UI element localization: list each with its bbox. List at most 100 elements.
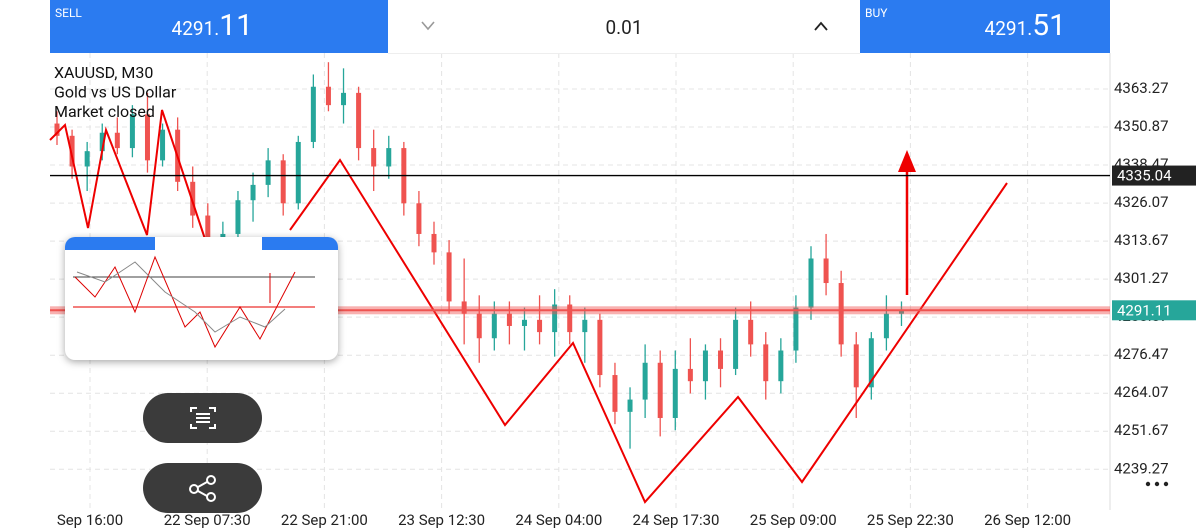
x-tick-label: 26 Sep 12:00: [984, 511, 1071, 529]
candle-body: [250, 184, 256, 201]
y-tick-label: 4264.07: [1114, 383, 1169, 401]
candle-body: [853, 344, 859, 388]
symbol-info: XAUUSD, M30: [54, 63, 153, 82]
candle-body: [838, 283, 844, 345]
candle-body: [341, 92, 347, 106]
candle-body: [114, 132, 120, 149]
y-tick-label: 4301.27: [1114, 269, 1169, 287]
y-tick-label: 4251.67: [1114, 421, 1169, 439]
candle-body: [325, 86, 331, 106]
candle-body: [310, 86, 316, 142]
candle-body: [446, 252, 452, 302]
y-tick-label: 4363.27: [1114, 79, 1169, 97]
candle-body: [356, 92, 362, 149]
candle-body: [461, 301, 467, 314]
sell-price-pips: 11: [219, 8, 253, 43]
candle-body: [476, 313, 482, 339]
candle-body: [69, 135, 75, 167]
candle-body: [295, 141, 301, 204]
candle-body: [386, 148, 392, 167]
sell-button[interactable]: SELL 4291.11: [50, 0, 388, 53]
candle-body: [129, 114, 135, 149]
y-tick-label: 4276.47: [1114, 345, 1169, 363]
candle-body: [537, 319, 543, 333]
share-button[interactable]: [143, 463, 262, 513]
price-tag-label: 4291.11: [1117, 301, 1172, 319]
candle-body: [597, 319, 603, 376]
buy-label: BUY: [865, 6, 888, 20]
x-tick-label: 25 Sep 22:30: [867, 511, 954, 529]
candle-body: [778, 350, 784, 382]
candle-body: [280, 160, 286, 204]
candle-body: [868, 338, 874, 388]
candle-body: [84, 151, 90, 167]
candle-body: [491, 313, 497, 339]
x-tick-label: 24 Sep 04:00: [515, 511, 602, 529]
lot-box: 0.01: [388, 0, 860, 54]
candle-body: [54, 123, 60, 136]
x-tick-label: 23 Sep 12:30: [398, 511, 485, 529]
candle-body: [190, 181, 196, 216]
y-tick-label: 4313.67: [1114, 231, 1169, 249]
candle-body: [898, 310, 904, 314]
candle-body: [552, 304, 558, 333]
x-tick-label: 22 Sep 07:30: [164, 511, 251, 529]
candle-body: [657, 362, 663, 418]
candle-body: [733, 319, 739, 369]
candle-body: [144, 114, 150, 161]
y-tick-label: 4326.07: [1114, 193, 1169, 211]
candle-body: [612, 375, 618, 412]
sell-price-main: 4291.: [171, 17, 220, 40]
candle-body: [567, 304, 573, 333]
candle-body: [808, 258, 814, 308]
candle-body: [416, 203, 422, 234]
scan-button[interactable]: [143, 393, 262, 443]
candle-body: [687, 368, 693, 382]
candle-body: [521, 319, 527, 326]
x-tick-label: 22 Sep 21:00: [281, 511, 368, 529]
symbol-info: Gold vs US Dollar: [54, 83, 177, 102]
candle-body: [235, 200, 241, 234]
candle-body: [160, 129, 166, 161]
candle-body: [99, 132, 105, 152]
sell-label: SELL: [55, 6, 82, 20]
y-tick-label: 4239.27: [1114, 459, 1169, 477]
symbol-info: Market closed: [54, 102, 155, 121]
candle-body: [702, 350, 708, 382]
x-tick-label: 24 Sep 17:30: [633, 511, 720, 529]
share-icon: [189, 475, 216, 502]
candle-body: [642, 362, 648, 400]
candle-body: [265, 160, 271, 185]
x-tick-label: 25 Sep 09:00: [750, 511, 837, 529]
more-menu[interactable]: [1142, 479, 1182, 489]
trend-annotation: [49, 109, 208, 246]
candle-body: [748, 319, 754, 345]
buy-price-main: 4291.: [984, 17, 1033, 40]
price-tag-label: 4335.04: [1117, 167, 1172, 185]
candle-body: [883, 313, 889, 339]
candle-body: [371, 148, 377, 167]
thumbnail-image: [65, 237, 338, 349]
candle-body: [205, 215, 211, 247]
y-tick-label: 4350.87: [1114, 117, 1169, 135]
candle-body: [718, 350, 724, 369]
price-tag: [1112, 300, 1196, 321]
price-tag: [1112, 165, 1196, 186]
scan-icon: [190, 407, 216, 429]
buy-button[interactable]: BUY 4291.51: [860, 0, 1110, 53]
trend-annotation: [289, 158, 1008, 504]
lot-arrows: [421, 21, 828, 31]
x-tick-label: Sep 16:00: [57, 511, 123, 529]
lot-value[interactable]: 0.01: [605, 16, 643, 39]
candle-body: [431, 233, 437, 253]
candle-body: [793, 307, 799, 351]
screenshot-thumbnail[interactable]: [65, 237, 338, 360]
candle-body: [823, 258, 829, 284]
candle-body: [763, 344, 769, 382]
candle-body: [582, 319, 588, 333]
candle-body: [506, 313, 512, 326]
candle-body: [672, 368, 678, 418]
target-arrow-head: [898, 150, 916, 172]
